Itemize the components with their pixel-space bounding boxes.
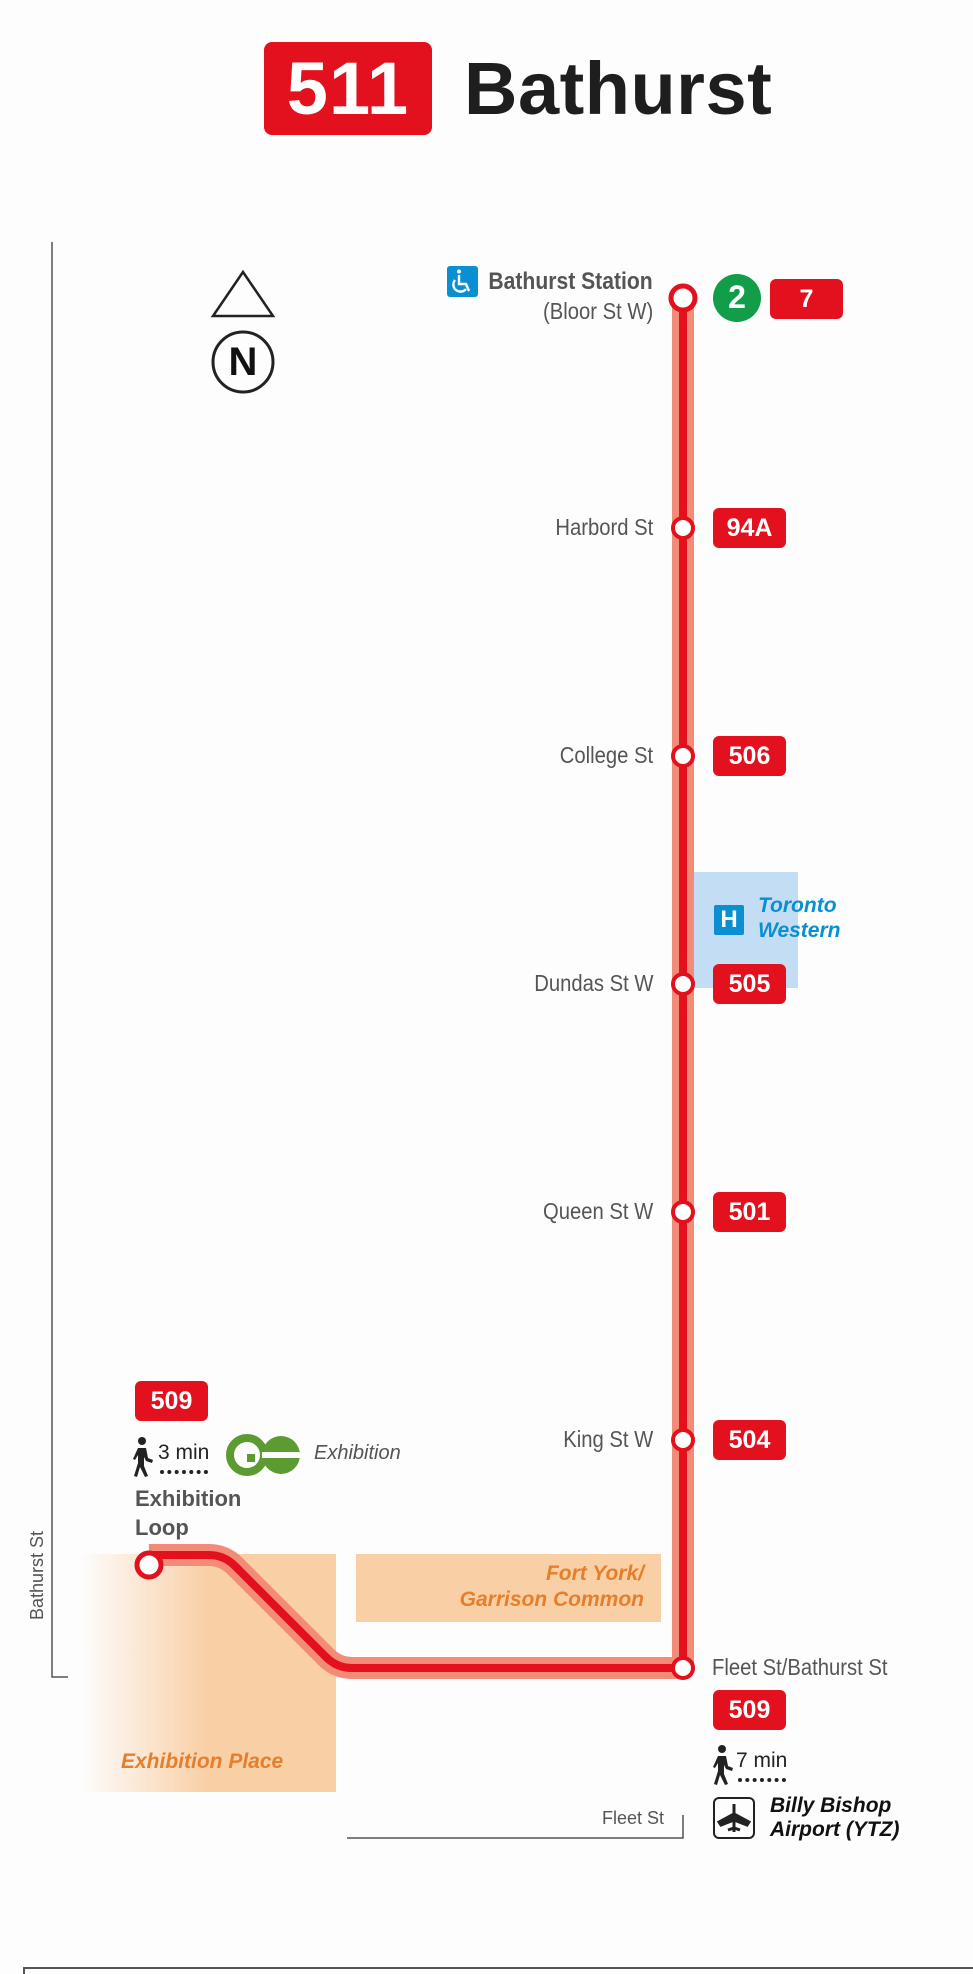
stop-label-harbord: Harbord St <box>555 514 653 540</box>
route-number-badge: 511 <box>264 42 432 135</box>
airport-walk-time: 7 min <box>736 1749 788 1772</box>
go-station-name: Exhibition <box>314 1442 401 1464</box>
terminus-exhibition-loop <box>134 1550 164 1580</box>
connection-badge-504: 504 <box>713 1420 786 1460</box>
compass-label: N <box>228 340 258 384</box>
connection-badge-505: 505 <box>713 964 786 1004</box>
north-circle-icon <box>211 330 275 394</box>
bottom-frame <box>23 1967 973 1974</box>
exhibition-loop-line1: Exhibition <box>135 1486 242 1511</box>
hospital-letter: H <box>720 906 738 933</box>
walk-icon-exhibition <box>133 1437 153 1477</box>
line-2-label: 2 <box>728 279 746 315</box>
go-transit-icon <box>226 1434 300 1476</box>
stop-label-college: College St <box>559 742 653 768</box>
station-sub-bathurst: (Bloor St W) <box>542 298 653 324</box>
station-name-bathurst: Bathurst Station <box>488 268 653 295</box>
airport-name-line2: Airport (YTZ) <box>770 1818 900 1841</box>
connection-badge-509-fleet: 509 <box>713 1690 786 1730</box>
stop-label-king: King St W <box>563 1426 653 1452</box>
stop-fleet <box>671 1656 695 1680</box>
fort-york-label-line1: Fort York/ <box>545 1562 644 1585</box>
exhibition-place-area <box>80 1554 336 1792</box>
stop-queen <box>671 1200 695 1224</box>
stop-college <box>671 744 695 768</box>
fleet-street-line <box>347 1815 684 1839</box>
walk-icon-airport <box>713 1745 733 1785</box>
hospital-icon <box>714 905 744 935</box>
bathurst-street-line <box>51 242 68 1678</box>
route-header: 511 Bathurst <box>264 42 772 135</box>
connection-badge-94a: 94A <box>713 508 786 548</box>
hospital-name-line1: Toronto <box>758 894 837 917</box>
connection-badge-7: 7 <box>770 279 843 319</box>
stop-label-queen: Queen St W <box>542 1198 653 1224</box>
airport-name-line1: Billy Bishop <box>770 1794 892 1817</box>
connection-badge-501: 501 <box>713 1192 786 1232</box>
connection-badge-509-exhibition: 509 <box>135 1381 208 1421</box>
street-label-bathurst: Bathurst St <box>27 1530 47 1620</box>
terminus-bathurst-station <box>668 283 698 313</box>
hospital-name-line2: Western <box>758 919 841 942</box>
fort-york-label-line2: Garrison Common <box>459 1588 644 1611</box>
exhibition-walk-time: 3 min <box>158 1441 210 1464</box>
line-2-icon <box>713 274 761 322</box>
stop-label-fleet: Fleet St/Bathurst St <box>712 1654 888 1680</box>
stop-harbord <box>671 516 695 540</box>
connection-badge-506: 506 <box>713 736 786 776</box>
stop-label-dundas: Dundas St W <box>533 970 653 996</box>
exhibition-place-label: Exhibition Place <box>121 1750 284 1773</box>
stop-dundas <box>671 972 695 996</box>
route-name: Bathurst <box>464 47 773 130</box>
exhibition-walk-dots <box>160 1466 208 1474</box>
exhibition-loop-line2: Loop <box>135 1515 189 1540</box>
fort-york-area <box>356 1554 661 1622</box>
north-arrow-icon <box>210 269 276 318</box>
stop-king <box>671 1428 695 1452</box>
route-line-inner <box>149 298 687 1672</box>
airport-walk-dots <box>738 1774 786 1782</box>
airport-icon <box>713 1797 755 1839</box>
street-label-fleet: Fleet St <box>602 1808 665 1828</box>
